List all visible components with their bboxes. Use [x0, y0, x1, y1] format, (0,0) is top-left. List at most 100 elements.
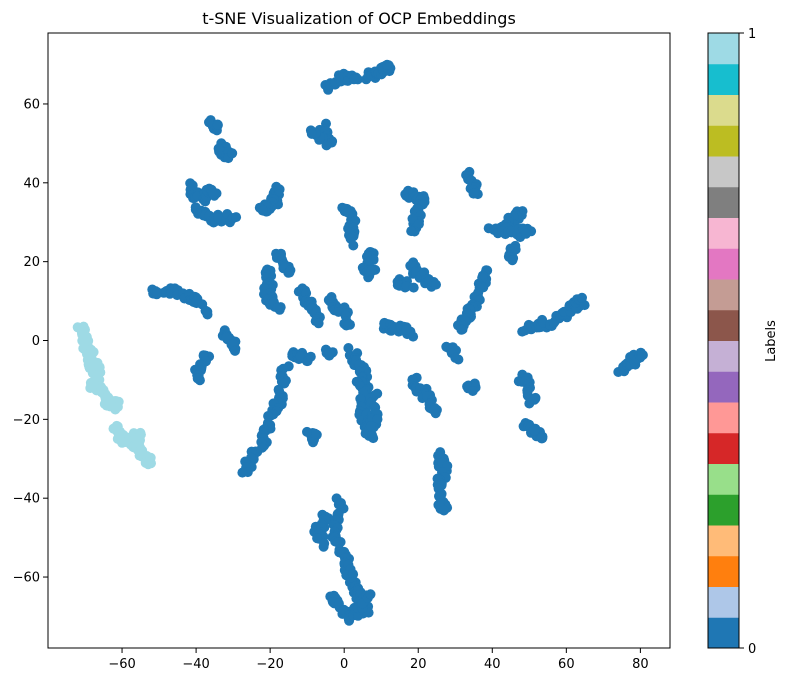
colorbar-swatch — [708, 525, 739, 557]
scatter-point — [227, 148, 238, 159]
x-tick-label: 0 — [340, 657, 348, 672]
x-tick-label: 60 — [558, 657, 575, 672]
scatter-point — [313, 318, 324, 329]
colorbar-swatch — [708, 463, 739, 495]
scatter-point — [96, 383, 107, 394]
x-tick-label: 40 — [484, 657, 501, 672]
scatter-point — [301, 288, 312, 299]
x-tick-label: −40 — [182, 657, 209, 672]
x-tick-label: 20 — [410, 657, 427, 672]
scatter-point — [152, 287, 163, 298]
colorbar-swatch — [708, 586, 739, 618]
scatter-point — [365, 421, 376, 431]
scatter-point — [406, 226, 417, 237]
scatter-point — [208, 188, 219, 199]
scatter-point — [333, 499, 344, 510]
scatter-point — [521, 228, 531, 239]
scatter-point — [429, 405, 440, 416]
scatter-point — [348, 569, 359, 580]
scatter-point — [577, 292, 587, 303]
scatter-point — [366, 265, 377, 276]
colorbar-swatch — [708, 186, 739, 218]
scatter-point — [343, 319, 354, 330]
scatter-point — [469, 188, 480, 199]
colorbar-swatch — [708, 309, 739, 341]
x-tick-label: −60 — [108, 657, 135, 672]
scatter-point — [355, 393, 366, 404]
scatter-point — [312, 533, 323, 544]
scatter-point — [382, 59, 393, 70]
scatter-point — [204, 117, 214, 128]
scatter-point — [349, 74, 359, 85]
scatter-point — [348, 240, 359, 251]
scatter-point — [201, 306, 211, 317]
colorbar-swatch — [708, 63, 739, 95]
colorbar-swatch — [708, 371, 739, 403]
scatter-point — [231, 212, 242, 223]
scatter-point — [112, 401, 123, 412]
colorbar-swatch — [708, 279, 739, 311]
scatter-point — [319, 538, 330, 549]
colorbar-frame — [707, 32, 740, 649]
scatter-point — [324, 347, 335, 358]
plot-area — [48, 33, 670, 648]
y-tick-label: 0 — [32, 334, 40, 349]
scatter-point — [408, 331, 419, 342]
colorbar-swatch — [708, 94, 739, 126]
y-tick-label: 60 — [23, 97, 40, 112]
scatter-point — [450, 352, 461, 363]
scatter-plot: −60 −40 −20 0 20 40 60 80 −60 −40 −20 0 20 40 60 — [13, 32, 671, 672]
scatter-point — [321, 140, 332, 151]
scatter-point — [143, 459, 154, 470]
colorbar-swatch — [708, 494, 739, 526]
x-axis: −60 −40 −20 0 20 40 60 80 — [108, 648, 649, 672]
chart-title: t-SNE Visualization of OCP Embeddings — [202, 9, 516, 28]
scatter-point — [372, 414, 383, 425]
scatter-point — [309, 428, 320, 439]
scatter-point — [529, 425, 540, 436]
scatter-point — [401, 324, 412, 335]
scatter-point — [230, 345, 240, 356]
scatter-point — [524, 398, 535, 409]
scatter-point — [438, 505, 449, 516]
scatter-point — [536, 433, 547, 444]
colorbar-swatch — [708, 156, 739, 188]
scatter-point — [134, 438, 144, 449]
y-tick-label: −40 — [13, 492, 40, 507]
scatter-point — [637, 350, 648, 360]
series-label-1 — [72, 321, 156, 470]
scatter-point — [413, 219, 424, 230]
scatter-point — [302, 426, 312, 437]
scatter-point — [284, 267, 295, 278]
scatter-point — [295, 351, 306, 362]
colorbar-swatch — [708, 340, 739, 372]
scatter-point — [305, 351, 316, 362]
series-label-0 — [147, 59, 648, 626]
scatter-point — [456, 324, 467, 335]
colorbar-tick-label-top: 1 — [748, 27, 756, 42]
y-tick-label: −20 — [13, 413, 40, 428]
scatter-point — [365, 589, 376, 600]
colorbar-tick-label-bottom: 0 — [748, 642, 756, 657]
colorbar-swatches — [708, 33, 739, 649]
scatter-point — [257, 205, 268, 216]
scatter-point — [272, 302, 283, 313]
y-tick-label: 20 — [23, 255, 40, 270]
colorbar-label: Labels — [764, 320, 779, 362]
scatter-point — [221, 332, 232, 343]
colorbar-swatch — [708, 432, 739, 464]
colorbar-swatch — [708, 217, 739, 249]
scatter-point — [213, 213, 224, 224]
colorbar-swatch — [708, 125, 739, 157]
scatter-point — [408, 282, 419, 293]
x-tick-label: 80 — [632, 657, 649, 672]
scatter-point — [467, 386, 478, 396]
scatter-point — [237, 467, 248, 478]
scatter-point — [434, 491, 444, 502]
y-tick-label: 40 — [23, 176, 40, 191]
y-axis: −60 −40 −20 0 20 40 60 — [13, 97, 48, 586]
scatter-point — [95, 367, 106, 378]
scatter-point — [278, 363, 289, 374]
colorbar-swatch — [708, 617, 739, 649]
